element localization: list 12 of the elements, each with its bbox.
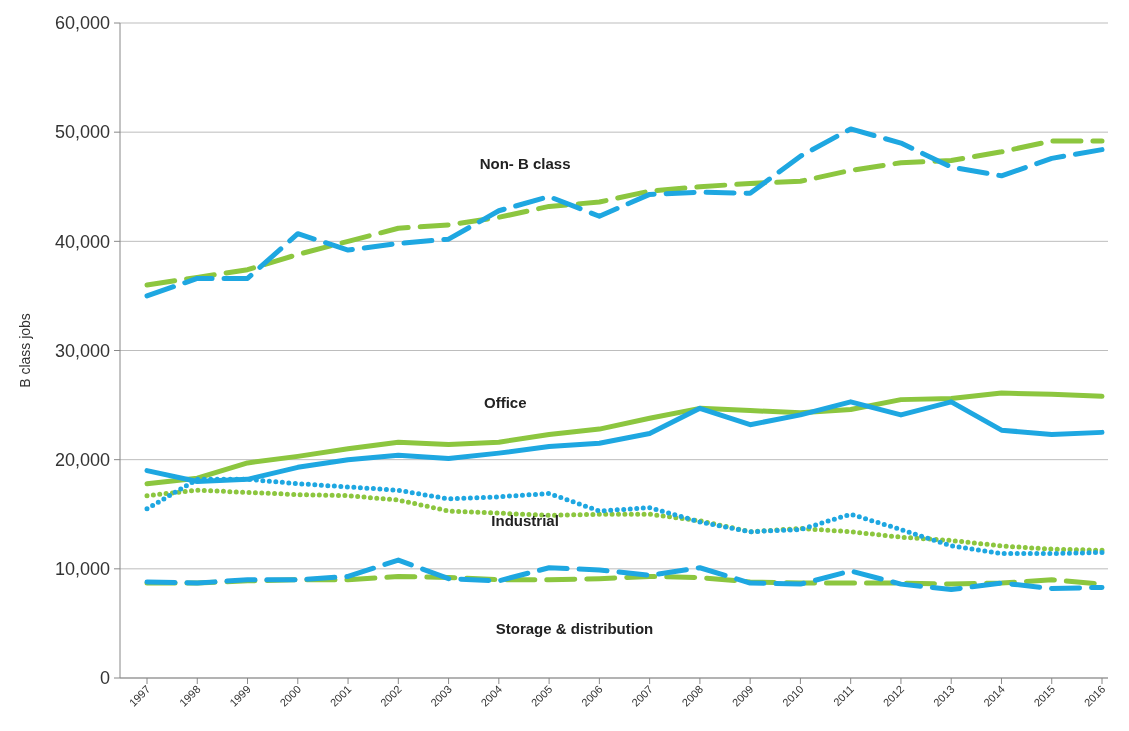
y-tick-label: 20,000: [54, 449, 110, 470]
y-tick-label: 40,000: [54, 231, 110, 252]
annotation: Industrial: [491, 512, 559, 530]
y-tick-label: 60,000: [54, 13, 110, 34]
y-tick-label: 30,000: [54, 340, 110, 361]
y-tick-label: 0: [99, 668, 110, 689]
annotation: Storage & distribution: [495, 620, 654, 638]
y-tick-label: 50,000: [54, 122, 110, 143]
annotation: Office: [484, 394, 527, 412]
y-axis-title: B class jobs: [17, 313, 33, 388]
annotation: Non- B class: [479, 155, 571, 173]
y-tick-label: 10,000: [54, 559, 110, 580]
